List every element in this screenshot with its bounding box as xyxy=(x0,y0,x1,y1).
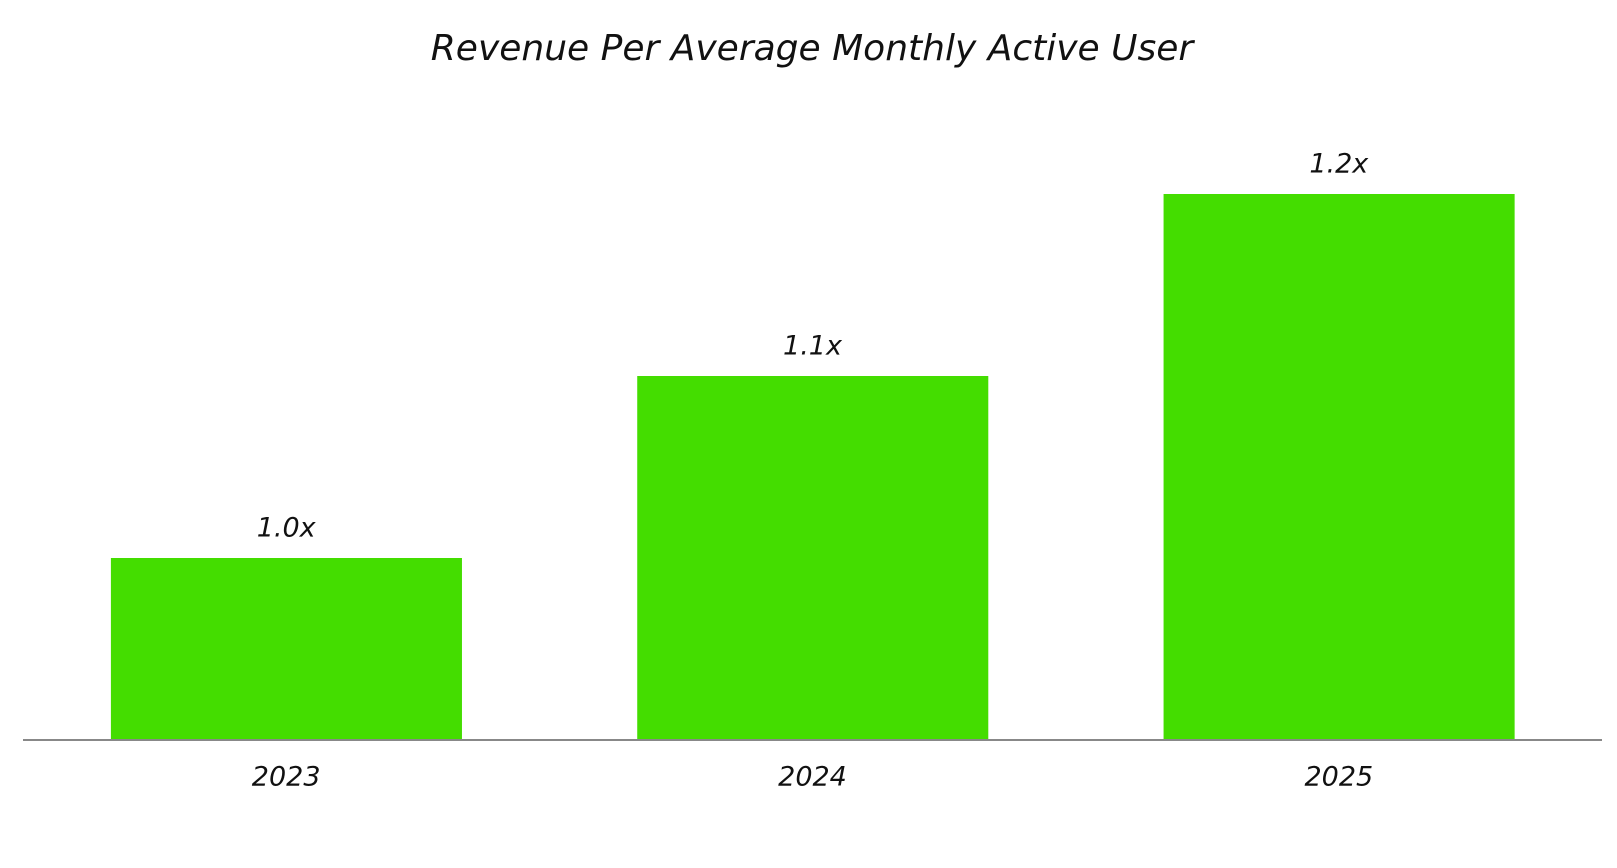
x-tick-label: 2024 xyxy=(778,762,847,793)
bar xyxy=(110,558,462,740)
value-label: 1.1x xyxy=(783,331,843,362)
x-tick-label: 2023 xyxy=(252,762,321,793)
x-tick-label: 2025 xyxy=(1304,762,1373,793)
value-label: 1.0x xyxy=(257,513,317,544)
bar xyxy=(1163,194,1515,740)
bar xyxy=(637,376,989,740)
chart-title: Revenue Per Average Monthly Active User xyxy=(431,28,1196,69)
value-label: 1.2x xyxy=(1309,149,1369,180)
